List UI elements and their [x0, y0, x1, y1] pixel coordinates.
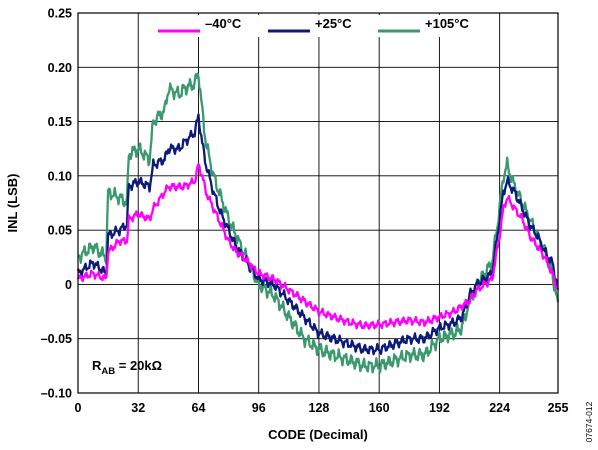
x-axis-title: CODE (Decimal) — [268, 427, 368, 442]
y-tick-label: –0.05 — [41, 332, 72, 346]
y-tick-label: 0.10 — [48, 169, 72, 183]
legend: –40°C +25°C +105°C — [152, 15, 488, 37]
y-tick-label: 0.15 — [48, 115, 72, 129]
x-tick-label: 255 — [548, 401, 569, 415]
series-layer — [76, 72, 560, 374]
rab-annotation-value: = 20kΩ — [115, 358, 162, 373]
x-tick-labels: 0 32 64 96 128 160 192 224 255 — [75, 401, 569, 415]
figure-code-id: 07674-012 — [584, 401, 594, 442]
y-tick-label: 0.25 — [48, 7, 72, 21]
x-tick-label: 160 — [369, 401, 390, 415]
x-tick-label: 192 — [429, 401, 450, 415]
legend-label-minus40c: –40°C — [205, 16, 242, 31]
rab-annotation: RAB = 20kΩ — [92, 358, 162, 377]
y-axis-title: INL (LSB) — [5, 174, 20, 233]
rab-annotation-subscript: AB — [101, 366, 115, 377]
y-tick-label: 0 — [65, 278, 72, 292]
y-tick-labels: 0.25 0.20 0.15 0.10 0.05 0 –0.05 –0.10 — [41, 7, 72, 401]
x-tick-label: 96 — [252, 401, 266, 415]
x-tick-label: 32 — [131, 401, 145, 415]
rab-annotation-r: R — [92, 358, 102, 373]
series-line — [76, 163, 560, 330]
y-tick-label: 0.20 — [48, 61, 72, 75]
series-line — [76, 113, 559, 356]
x-tick-label: 64 — [192, 401, 206, 415]
plot-frame — [77, 12, 559, 394]
x-tick-label: 128 — [309, 401, 330, 415]
legend-label-plus105c: +105°C — [425, 16, 469, 31]
legend-label-plus25c: +25°C — [315, 16, 352, 31]
y-tick-label: 0.05 — [48, 224, 72, 238]
y-tick-label: –0.10 — [41, 387, 72, 401]
x-tick-label: 224 — [489, 401, 510, 415]
x-tick-label: 0 — [75, 401, 82, 415]
